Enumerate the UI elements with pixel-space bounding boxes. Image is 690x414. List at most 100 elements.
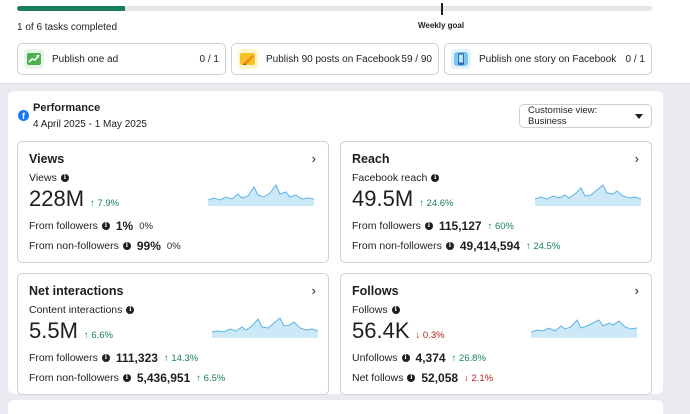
reach-card[interactable]: Reach › Facebook reach i 49.5M ↑ 24.6% Fr… <box>340 141 652 263</box>
weekly-goal-marker <box>441 3 443 15</box>
row-value: 99% <box>137 239 161 253</box>
from-followers-row: From followers i 115,127 ↑ 60% <box>352 219 514 233</box>
row-label: Unfollows <box>352 352 398 364</box>
from-non-followers-row: From non-followers i 99% 0% <box>29 239 181 253</box>
performance-dates: 4 April 2025 - 1 May 2025 <box>33 119 147 130</box>
info-icon[interactable]: i <box>123 242 131 250</box>
card-title: Net interactions <box>29 284 123 298</box>
metric-label: Facebook reach i <box>352 172 439 184</box>
row-change: ↑ 14.3% <box>164 353 198 364</box>
chevron-right-icon[interactable]: › <box>312 283 316 298</box>
row-value: 52,058 <box>421 371 458 385</box>
task-label: Publish one ad <box>52 54 200 65</box>
goals-header: Weekly goal 1 of 6 tasks completed Publi… <box>0 0 690 84</box>
info-icon[interactable]: i <box>123 374 131 382</box>
change-value: 24.5% <box>533 241 560 252</box>
info-icon[interactable]: i <box>402 354 410 362</box>
info-icon[interactable]: i <box>407 374 415 382</box>
metric-value-row: 228M ↑ 7.9% <box>29 186 119 212</box>
row-change: ↑ 60% <box>488 221 514 232</box>
metric-value-row: 49.5M ↑ 24.6% <box>352 186 453 212</box>
change-value: 2.1% <box>471 373 493 384</box>
net-follows-row: Net follows i 52,058 ↓ 2.1% <box>352 371 493 385</box>
metric-value-row: 5.5M ↑ 6.6% <box>29 318 113 344</box>
metric-value: 5.5M <box>29 318 78 344</box>
row-label: From non-followers <box>29 240 119 252</box>
task-count: 0 / 1 <box>200 54 219 65</box>
card-title: Reach <box>352 152 390 166</box>
task-card-publish-story[interactable]: Publish one story on Facebook 0 / 1 <box>444 43 652 75</box>
row-change: 0% <box>139 221 153 232</box>
info-icon[interactable]: i <box>102 222 110 230</box>
info-icon[interactable]: i <box>425 222 433 230</box>
change-value: 0.3% <box>423 330 445 341</box>
unfollows-row: Unfollows i 4,374 ↑ 26.8% <box>352 351 486 365</box>
metric-change: ↑ 24.6% <box>419 198 453 209</box>
metric-label: Follows i <box>352 304 400 316</box>
metric-label-text: Follows <box>352 304 388 316</box>
chevron-right-icon[interactable]: › <box>635 283 639 298</box>
info-icon[interactable]: i <box>392 306 400 314</box>
change-value: 6.5% <box>204 373 226 384</box>
chevron-right-icon[interactable]: › <box>312 151 316 166</box>
row-change: ↓ 2.1% <box>464 373 493 384</box>
row-label: From followers <box>352 220 421 232</box>
change-value: 60% <box>495 221 514 232</box>
row-label: From non-followers <box>29 372 119 384</box>
task-card-publish-posts[interactable]: Publish 90 posts on Facebook 59 / 90 <box>231 43 439 75</box>
from-non-followers-row: From non-followers i 5,436,951 ↑ 6.5% <box>29 371 225 385</box>
row-value: 4,374 <box>416 351 446 365</box>
metric-label-text: Content interactions <box>29 304 122 316</box>
task-label: Publish one story on Facebook <box>479 54 626 65</box>
row-change: 0% <box>167 241 181 252</box>
next-section-edge <box>8 400 663 414</box>
story-phone-icon <box>451 49 471 69</box>
metric-value-row: 56.4K ↓ 0.3% <box>352 318 445 344</box>
row-value: 1% <box>116 219 133 233</box>
follows-card[interactable]: Follows › Follows i 56.4K ↓ 0.3% Unfollow… <box>340 273 652 395</box>
views-sparkline <box>208 182 314 208</box>
metric-label-text: Facebook reach <box>352 172 427 184</box>
pencil-post-icon <box>238 49 258 69</box>
from-followers-row: From followers i 111,323 ↑ 14.3% <box>29 351 198 365</box>
interactions-sparkline <box>212 314 318 340</box>
metric-change: ↑ 7.9% <box>90 198 119 209</box>
info-icon[interactable]: i <box>126 306 134 314</box>
info-icon[interactable]: i <box>61 174 69 182</box>
progress-fill <box>17 6 125 11</box>
row-change: ↑ 6.5% <box>196 373 225 384</box>
metric-label-text: Views <box>29 172 57 184</box>
row-label: From non-followers <box>352 240 442 252</box>
row-value: 111,323 <box>116 351 158 365</box>
metric-value: 228M <box>29 186 84 212</box>
tasks-completed-text: 1 of 6 tasks completed <box>17 22 117 33</box>
info-icon[interactable]: i <box>431 174 439 182</box>
row-value: 115,127 <box>439 219 482 233</box>
from-followers-row: From followers i 1% 0% <box>29 219 153 233</box>
weekly-goal-label: Weekly goal <box>418 21 464 30</box>
info-icon[interactable]: i <box>102 354 110 362</box>
change-value: 6.6% <box>91 330 113 341</box>
task-card-publish-ad[interactable]: Publish one ad 0 / 1 <box>17 43 226 75</box>
chevron-right-icon[interactable]: › <box>635 151 639 166</box>
performance-title: Performance <box>33 102 100 114</box>
card-title: Follows <box>352 284 399 298</box>
row-value: 49,414,594 <box>460 239 520 253</box>
from-non-followers-row: From non-followers i 49,414,594 ↑ 24.5% <box>352 239 560 253</box>
views-card[interactable]: Views › Views i 228M ↑ 7.9% From follower… <box>17 141 329 263</box>
change-value: 7.9% <box>97 198 119 209</box>
change-value: 14.3% <box>171 353 198 364</box>
task-count: 0 / 1 <box>626 54 645 65</box>
caret-down-icon <box>635 114 643 119</box>
ad-chart-icon <box>24 49 44 69</box>
row-label: Net follows <box>352 372 403 384</box>
info-icon[interactable]: i <box>446 242 454 250</box>
weekly-progress-bar <box>17 6 652 11</box>
performance-panel: f Performance 4 April 2025 - 1 May 2025 … <box>8 91 663 394</box>
customise-view-dropdown[interactable]: Customise view: Business <box>519 104 652 128</box>
metric-change: ↑ 6.6% <box>84 330 113 341</box>
change-value: 24.6% <box>427 198 454 209</box>
net-interactions-card[interactable]: Net interactions › Content interactions i… <box>17 273 329 395</box>
change-value: 26.8% <box>459 353 486 364</box>
row-value: 5,436,951 <box>137 371 190 385</box>
